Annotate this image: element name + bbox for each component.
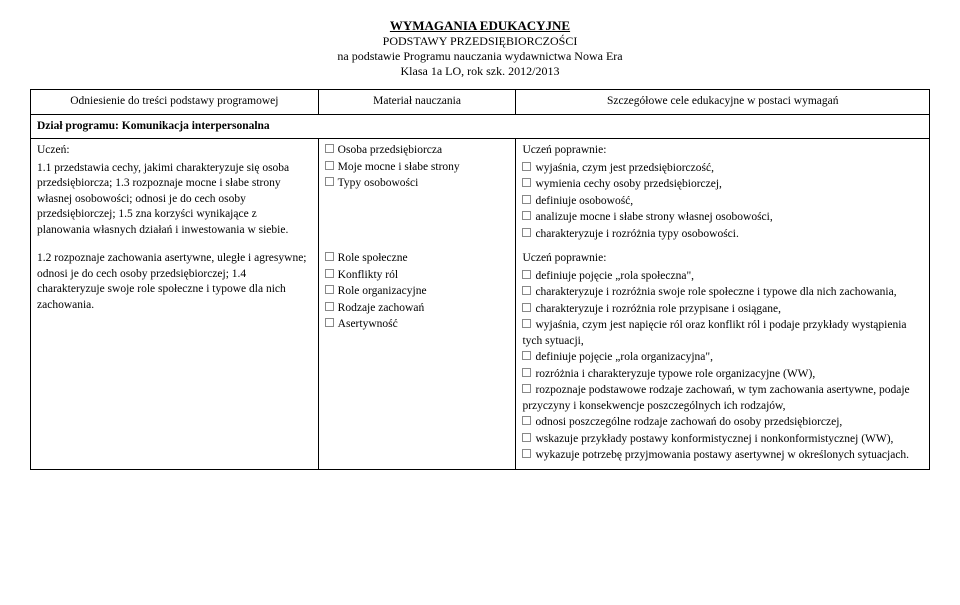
r1-right-intro: Uczeń poprawnie: [522, 143, 923, 159]
r2-mid: Role społeczne Konflikty ról Role organiza… [318, 247, 516, 469]
checkbox-icon [325, 318, 334, 327]
checkbox-icon [522, 416, 531, 425]
r1-right-text: analizuje mocne i słabe strony własnej o… [535, 211, 772, 223]
checkbox-icon [325, 269, 334, 278]
r2-right: Uczeń poprawnie: definiuje pojęcie „rola… [516, 247, 930, 469]
r1-mid-text: Osoba przedsiębiorcza [338, 144, 442, 156]
checkbox-icon [522, 368, 531, 377]
r1-right-item: wymienia cechy osoby przedsiębiorczej, [522, 177, 923, 193]
checkbox-icon [522, 178, 531, 187]
r2-mid-text: Konflikty ról [338, 269, 398, 281]
r2-right-text: rozpoznaje podstawowe rodzaje zachowań, … [522, 384, 909, 412]
r1-mid-item: Moje mocne i słabe strony [325, 160, 510, 176]
checkbox-icon [325, 302, 334, 311]
r2-right-item: rozróżnia i charakteryzuje typowe role o… [522, 367, 923, 383]
r1-left-text: 1.1 przedstawia cechy, jakimi charaktery… [37, 161, 312, 239]
r2-right-item: rozpoznaje podstawowe rodzaje zachowań, … [522, 383, 923, 414]
section-row: Dział programu: Komunikacja interpersona… [31, 114, 930, 139]
r2-right-text: definiuje pojęcie „rola organizacyjna", [535, 351, 713, 363]
r2-right-text: odnosi poszczególne rodzaje zachowań do … [535, 416, 842, 428]
section-label: Dział programu: [37, 120, 119, 132]
checkbox-icon [522, 195, 531, 204]
r2-right-text: definiuje pojęcie „rola społeczna", [535, 270, 694, 282]
checkbox-icon [325, 252, 334, 261]
section-name: Komunikacja interpersonalna [122, 120, 270, 132]
title-line2: PODSTAWY PRZEDSIĘBIORCZOŚCI [30, 34, 930, 49]
r2-right-item: odnosi poszczególne rodzaje zachowań do … [522, 415, 923, 431]
r2-right-text: wykazuje potrzebę przyjmowania postawy a… [535, 449, 909, 461]
checkbox-icon [522, 319, 531, 328]
r2-mid-text: Role organizacyjne [338, 285, 427, 297]
r2-mid-item: Konflikty ról [325, 268, 510, 284]
r2-right-text: wyjaśnia, czym jest napięcie ról oraz ko… [522, 319, 906, 347]
r1-right-item: wyjaśnia, czym jest przedsiębiorczość, [522, 161, 923, 177]
title-block: WYMAGANIA EDUKACYJNE PODSTAWY PRZEDSIĘBI… [30, 18, 930, 79]
r1-right-item: analizuje mocne i słabe strony własnej o… [522, 210, 923, 226]
checkbox-icon [522, 433, 531, 442]
checkbox-icon [522, 351, 531, 360]
checkbox-icon [522, 384, 531, 393]
r2-mid-item: Role społeczne [325, 251, 510, 267]
r2-right-item: definiuje pojęcie „rola organizacyjna", [522, 350, 923, 366]
checkbox-icon [325, 161, 334, 170]
r2-right-item: charakteryzuje i rozróżnia swoje role sp… [522, 285, 923, 301]
r2-right-item: wykazuje potrzebę przyjmowania postawy a… [522, 448, 923, 464]
r2-mid-item: Rodzaje zachowań [325, 301, 510, 317]
header-col1: Odniesienie do treści podstawy programow… [31, 90, 319, 115]
checkbox-icon [325, 144, 334, 153]
r1-left: Uczeń: 1.1 przedstawia cechy, jakimi cha… [31, 139, 319, 248]
checkbox-icon [325, 177, 334, 186]
checkbox-icon [522, 303, 531, 312]
r2-mid-text: Rodzaje zachowań [338, 302, 425, 314]
r2-right-item: definiuje pojęcie „rola społeczna", [522, 269, 923, 285]
r2-right-item: charakteryzuje i rozróżnia role przypisa… [522, 302, 923, 318]
r1-right-item: charakteryzuje i rozróżnia typy osobowoś… [522, 227, 923, 243]
r2-left: 1.2 rozpoznaje zachowania asertywne, ule… [31, 247, 319, 469]
r1-mid: Osoba przedsiębiorcza Moje mocne i słabe … [318, 139, 516, 248]
r1-left-intro: Uczeń: [37, 143, 312, 159]
r2-mid-item: Asertywność [325, 317, 510, 333]
r1-mid-item: Osoba przedsiębiorcza [325, 143, 510, 159]
r2-right-intro: Uczeń poprawnie: [522, 251, 923, 267]
title-line3: na podstawie Programu nauczania wydawnic… [30, 49, 930, 64]
checkbox-icon [522, 270, 531, 279]
r2-right-item: wyjaśnia, czym jest napięcie ról oraz ko… [522, 318, 923, 349]
header-col3: Szczegółowe cele edukacyjne w postaci wy… [516, 90, 930, 115]
r1-right: Uczeń poprawnie: wyjaśnia, czym jest prz… [516, 139, 930, 248]
r2-right-text: wskazuje przykłady postawy konformistycz… [535, 433, 893, 445]
checkbox-icon [522, 211, 531, 220]
r2-right-item: wskazuje przykłady postawy konformistycz… [522, 432, 923, 448]
r1-right-text: definiuje osobowość, [535, 195, 633, 207]
r1-mid-text: Moje mocne i słabe strony [338, 161, 460, 173]
checkbox-icon [522, 286, 531, 295]
header-col2: Materiał nauczania [318, 90, 516, 115]
checkbox-icon [522, 228, 531, 237]
r1-right-item: definiuje osobowość, [522, 194, 923, 210]
r2-right-text: rozróżnia i charakteryzuje typowe role o… [535, 368, 815, 380]
r2-right-text: charakteryzuje i rozróżnia role przypisa… [535, 303, 781, 315]
r1-right-text: charakteryzuje i rozróżnia typy osobowoś… [535, 228, 738, 240]
checkbox-icon [522, 449, 531, 458]
r1-right-text: wymienia cechy osoby przedsiębiorczej, [535, 178, 721, 190]
checkbox-icon [325, 285, 334, 294]
checkbox-icon [522, 162, 531, 171]
r2-mid-text: Role społeczne [338, 252, 408, 264]
r2-left-text: 1.2 rozpoznaje zachowania asertywne, ule… [37, 251, 312, 313]
title-main: WYMAGANIA EDUKACYJNE [30, 18, 930, 34]
main-table: Odniesienie do treści podstawy programow… [30, 89, 930, 470]
r2-mid-text: Asertywność [338, 318, 398, 330]
r2-mid-item: Role organizacyjne [325, 284, 510, 300]
r1-mid-item: Typy osobowości [325, 176, 510, 192]
r2-right-text: charakteryzuje i rozróżnia swoje role sp… [535, 286, 896, 298]
r1-mid-text: Typy osobowości [338, 177, 419, 189]
r1-right-text: wyjaśnia, czym jest przedsiębiorczość, [535, 162, 714, 174]
title-line4: Klasa 1a LO, rok szk. 2012/2013 [30, 64, 930, 79]
